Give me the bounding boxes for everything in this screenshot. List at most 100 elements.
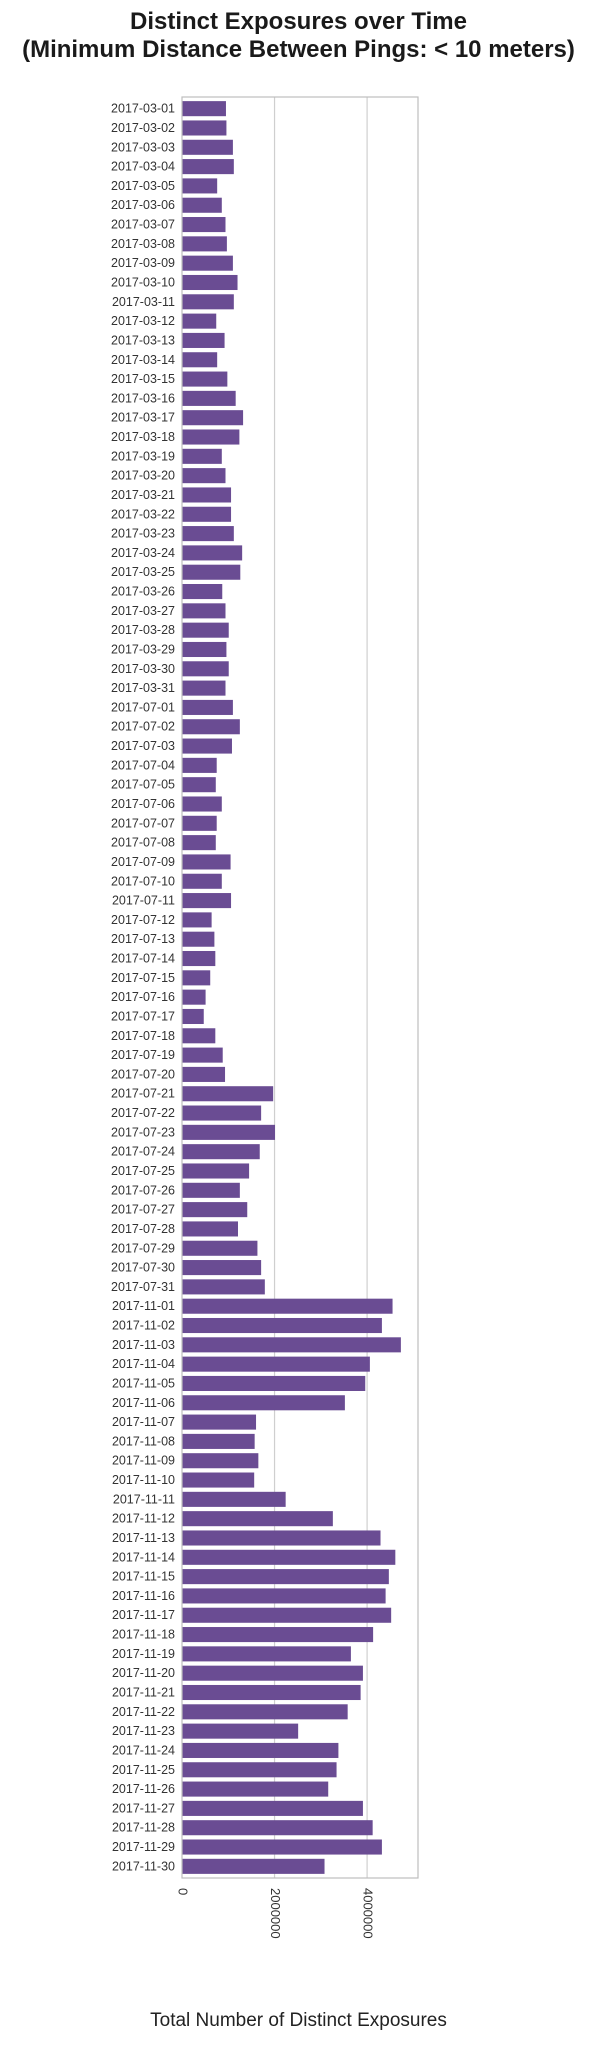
y-tick-label: 2017-07-25 [111, 1164, 175, 1178]
y-tick-label: 2017-03-28 [111, 623, 175, 637]
bar [182, 1839, 382, 1855]
bar [182, 390, 236, 406]
bar [182, 1066, 226, 1082]
bar [182, 197, 222, 213]
y-tick-label: 2017-11-27 [112, 1801, 175, 1815]
bar [182, 139, 233, 155]
y-tick-label: 2017-07-17 [111, 1009, 175, 1023]
y-tick-label: 2017-11-03 [112, 1338, 175, 1352]
y-tick-label: 2017-03-04 [111, 160, 175, 174]
y-tick-label: 2017-11-15 [112, 1570, 175, 1584]
bar [182, 1395, 345, 1411]
bar [182, 1105, 262, 1121]
bar [182, 757, 217, 773]
y-tick-label: 2017-03-08 [111, 237, 175, 251]
bar [182, 1008, 204, 1025]
y-tick-label: 2017-07-20 [111, 1067, 175, 1081]
y-tick-label: 2017-03-19 [111, 449, 175, 463]
y-tick-label: 2017-11-30 [112, 1859, 175, 1873]
y-tick-label: 2017-07-08 [111, 836, 175, 850]
bar [182, 603, 226, 619]
bar [182, 1028, 216, 1044]
x-axis-label: Total Number of Distinct Exposures [150, 2010, 447, 2031]
bar [182, 719, 240, 735]
bar [182, 1375, 366, 1391]
y-tick-label: 2017-07-26 [111, 1183, 175, 1197]
bar [182, 1704, 348, 1720]
bar [182, 448, 222, 464]
y-tick-label: 2017-07-27 [111, 1203, 175, 1217]
bar [182, 294, 234, 310]
y-tick-label: 2017-07-30 [111, 1261, 175, 1275]
x-tick-label: 2000000 [268, 1888, 283, 1939]
y-tick-label: 2017-11-10 [112, 1473, 175, 1487]
bar [182, 1491, 286, 1507]
bar [182, 1472, 255, 1488]
bar [182, 1569, 389, 1585]
y-tick-label: 2017-03-12 [111, 314, 175, 328]
y-tick-label: 2017-07-09 [111, 855, 175, 869]
bar [182, 1588, 386, 1604]
y-tick-label: 2017-07-19 [111, 1048, 175, 1062]
y-tick-label: 2017-11-09 [112, 1454, 175, 1468]
bar [182, 989, 206, 1005]
bar [182, 815, 217, 831]
bar [182, 893, 232, 909]
bar [182, 526, 234, 542]
y-tick-label: 2017-11-19 [112, 1647, 175, 1661]
bar [182, 429, 240, 445]
bar [182, 777, 216, 793]
bar [182, 912, 212, 928]
y-tick-label: 2017-11-24 [112, 1743, 175, 1757]
bar [182, 1800, 363, 1816]
y-tick-label: 2017-07-12 [111, 913, 175, 927]
y-tick-label: 2017-07-21 [111, 1087, 175, 1101]
y-tick-label: 2017-07-01 [111, 700, 175, 714]
bar [182, 680, 226, 696]
y-tick-label: 2017-07-03 [111, 739, 175, 753]
y-tick-label: 2017-07-18 [111, 1029, 175, 1043]
bar [182, 796, 222, 812]
y-tick-label: 2017-11-02 [112, 1319, 175, 1333]
y-tick-label: 2017-11-22 [112, 1705, 175, 1719]
bar [182, 313, 217, 329]
y-tick-label: 2017-07-24 [111, 1145, 175, 1159]
bar [182, 371, 228, 387]
bar [182, 738, 232, 754]
y-tick-label: 2017-11-06 [112, 1396, 175, 1410]
y-tick-label: 2017-07-07 [111, 816, 175, 830]
y-tick-label: 2017-11-28 [112, 1821, 175, 1835]
bar [182, 1086, 274, 1102]
bar [182, 873, 222, 889]
bar [182, 1182, 240, 1198]
bar [182, 1260, 262, 1276]
bar [182, 1240, 258, 1256]
bar [182, 159, 234, 175]
y-tick-label: 2017-11-29 [112, 1840, 175, 1854]
y-tick-label: 2017-03-11 [112, 295, 175, 309]
y-tick-label: 2017-03-18 [111, 430, 175, 444]
y-tick-label: 2017-11-01 [112, 1299, 175, 1313]
bar [182, 564, 241, 580]
y-tick-label: 2017-07-23 [111, 1125, 175, 1139]
y-tick-label: 2017-03-31 [111, 681, 175, 695]
y-tick-label: 2017-11-21 [112, 1686, 175, 1700]
y-tick-label: 2017-07-22 [111, 1106, 175, 1120]
y-tick-label: 2017-03-05 [111, 179, 175, 193]
y-tick-label: 2017-03-14 [111, 353, 175, 367]
bar [182, 1781, 329, 1797]
bar [182, 352, 218, 368]
y-tick-label: 2017-11-08 [112, 1434, 175, 1448]
bar [182, 1414, 257, 1430]
y-tick-label: 2017-03-01 [111, 102, 175, 116]
y-tick-label: 2017-07-10 [111, 874, 175, 888]
y-tick-label: 2017-03-07 [111, 218, 175, 232]
bar [182, 1144, 260, 1160]
y-tick-label: 2017-03-29 [111, 642, 175, 656]
bar [182, 1433, 255, 1449]
bar [182, 584, 223, 600]
bar [182, 1723, 299, 1739]
y-tick-label: 2017-11-07 [112, 1415, 175, 1429]
y-tick-label: 2017-03-30 [111, 662, 175, 676]
